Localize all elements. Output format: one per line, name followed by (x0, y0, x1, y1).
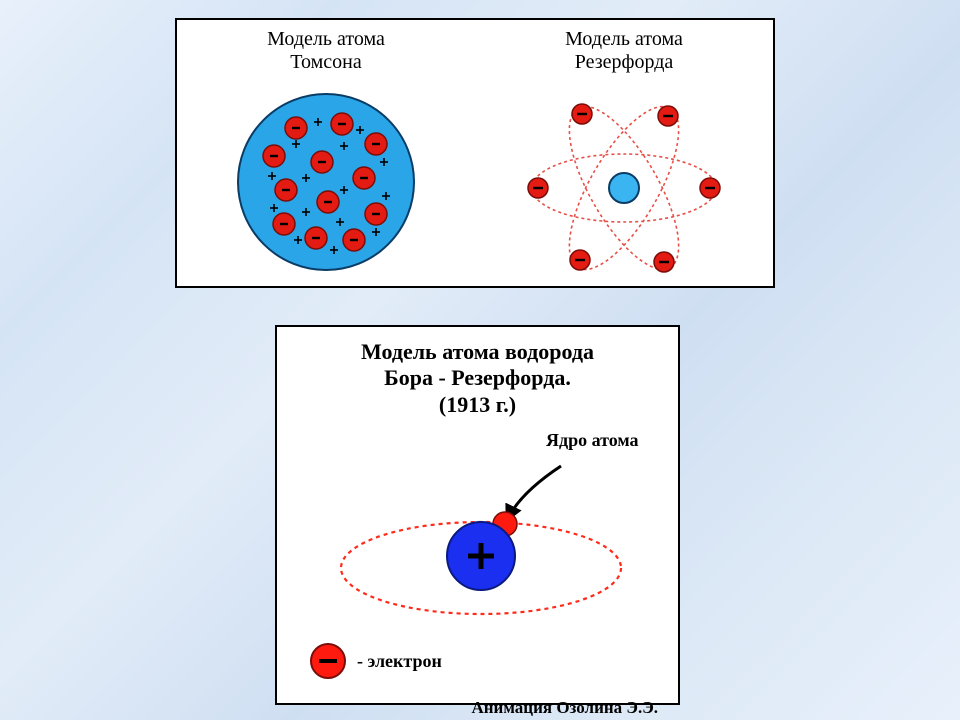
rutherford-diagram (514, 78, 734, 298)
electron-legend: - электрон (291, 642, 664, 680)
animation-credit: Анимация Озолина Э.Э. (291, 698, 664, 718)
rutherford-title-line2: Резерфорда (575, 51, 674, 73)
nucleus-label: Ядро атома (546, 430, 639, 451)
bohr-panel: Модель атома водорода Бора - Резерфорда.… (275, 325, 680, 705)
top-models-panel: Модель атома Томсона Модель атома Резерф… (175, 18, 775, 288)
thomson-title-line2: Томсона (290, 51, 361, 73)
thomson-title: Модель атома Томсона (177, 28, 475, 74)
bohr-title-line1: Модель атома водорода (291, 339, 664, 365)
thomson-title-line1: Модель атома (267, 28, 385, 50)
rutherford-section: Модель атома Резерфорда (475, 20, 773, 286)
rutherford-title: Модель атома Резерфорда (475, 28, 773, 74)
electron-icon (309, 642, 347, 680)
bohr-title-line3: (1913 г.) (291, 392, 664, 418)
thomson-diagram (226, 82, 426, 282)
thomson-section: Модель атома Томсона (177, 20, 475, 286)
bohr-diagram-area: Ядро атома (291, 428, 664, 638)
bohr-diagram (291, 428, 671, 638)
electron-label: - электрон (357, 651, 442, 672)
rutherford-title-line1: Модель атома (565, 28, 683, 50)
bohr-title-line2: Бора - Резерфорда. (291, 365, 664, 391)
